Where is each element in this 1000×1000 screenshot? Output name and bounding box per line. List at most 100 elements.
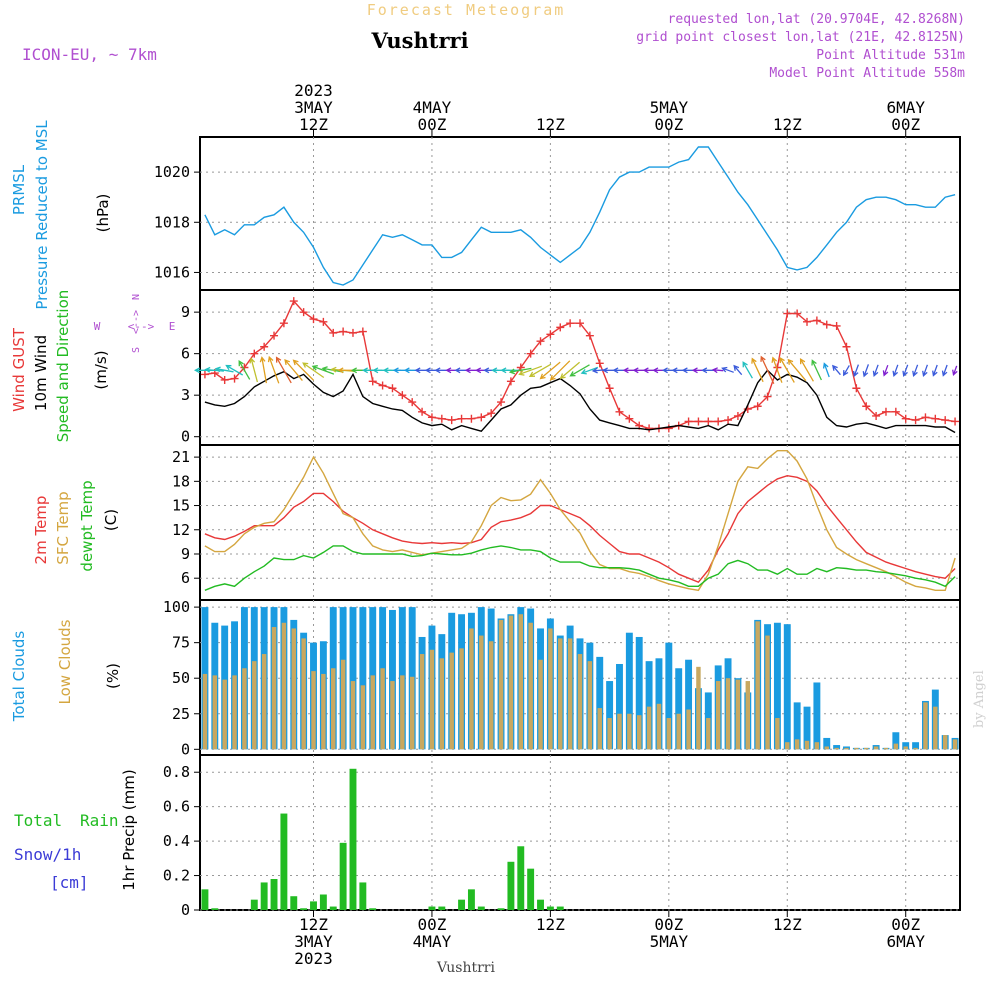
gust-marker [872,411,881,420]
panel-3: 0 25 50 75 100 Total Clouds Low Clouds (%) [10,598,961,758]
total_clouds-bar [793,702,801,750]
panel-1: 0 3 6 9 Wind GUST 10m Wind Speed and Direction… [10,289,961,446]
wind-arrow [267,355,280,384]
y-tick-label: 15 [172,497,190,515]
low_clouds-bar [913,747,918,750]
low_clouds-bar [656,703,662,750]
total_clouds-bar [635,636,643,750]
wind-line [204,369,956,434]
low_clouds-bar [301,638,306,750]
sfc-line [204,450,956,592]
low_clouds-bar [321,673,326,750]
low_clouds-bar [755,621,760,750]
wind-arrow [259,356,268,384]
y-tick-label: 100 [163,598,190,616]
low_clouds-bar [627,713,632,750]
dewpt-line [204,545,956,591]
wind-arrow [922,364,929,377]
total_clouds-bar [645,661,653,750]
rain-bar [497,908,505,910]
total_clouds-bar [625,632,633,750]
low_clouds-bar [903,746,908,750]
gust-marker [299,308,308,317]
y-tick-label: 0.2 [163,867,190,885]
panel-label: Low Clouds [56,619,74,704]
app-title: Forecast Meteogram [367,1,566,19]
bottom-time-label: 12Z [299,915,328,934]
gust-marker [378,381,387,390]
y-tick-label: 0 [181,428,190,446]
gust-marker [724,416,733,425]
panel-label: [cm] [50,873,89,892]
gust-marker [368,377,377,386]
wind-arrow [539,361,561,380]
y-tick-label: 0.8 [163,763,190,781]
low_clouds-bar [449,652,454,750]
gust-marker [260,342,269,351]
total_clouds-bar [803,706,811,750]
panel-frame [199,754,961,911]
gust-marker [664,424,673,433]
low_clouds-bar [331,668,336,750]
low_clouds-bar [696,666,701,750]
panel-label: Speed and Direction [54,290,72,443]
wind-arrow [292,359,315,381]
gust-marker [526,349,535,358]
top-time-label: 12Z [536,115,565,134]
low_clouds-bar [311,671,316,750]
bottom-time-label: 3MAY [294,932,333,951]
gust-marker [704,417,713,426]
gust-marker [803,317,812,326]
gust-marker [408,398,417,407]
y-tick-label: 0.4 [163,832,190,850]
y-tick-label: 9 [181,545,190,563]
panel-label: SFC Temp [54,491,72,564]
gust-marker [279,319,288,328]
rain-bar [537,899,544,910]
gust-marker [536,337,545,346]
gust-marker [822,320,831,329]
wind-arrow [721,366,734,373]
low_clouds-bar [794,739,800,750]
y-tick-label: 0 [181,901,190,919]
total_clouds-bar [833,745,841,750]
top-time-label: 4MAY [413,98,452,117]
gust-marker [270,331,279,340]
low_clouds-bar [834,747,839,750]
panel-label: Rain [80,811,119,830]
gust-marker [625,414,634,423]
wind-arrow [862,364,870,378]
low_clouds-bar [261,654,267,750]
top-time-label: 00Z [417,115,446,134]
low_clouds-bar [933,706,938,750]
top-time-label: 12Z [773,115,802,134]
panel-label: 2m Temp [32,496,50,565]
low_clouds-bar [419,654,425,750]
model-label: ICON-EU, ~ 7km [22,45,157,64]
bottom-time-label: 12Z [773,915,802,934]
gust-marker [398,391,407,400]
bottom-time-label: 00Z [417,915,446,934]
gust-marker [783,309,792,318]
rain-bar [546,906,554,910]
panel-label: dewpt Temp [78,480,96,571]
wind-arrow [249,357,259,383]
panel-4: 0 0.2 0.4 0.6 0.8 Total Rain Snow/1h [cm] 1hr Pre… [14,754,961,919]
bottom-time-label: 4MAY [413,932,452,951]
low_clouds-bar [735,679,741,750]
low_clouds-bar [775,718,780,750]
wind-arrow [701,367,715,374]
low_clouds-bar [498,619,504,750]
y-tick-label: 9 [181,303,190,321]
gust-marker [546,330,555,339]
low_clouds-bar [469,628,474,750]
low_clouds-bar [725,678,731,750]
low_clouds-bar [390,681,395,750]
total_clouds-bar [823,737,831,750]
wind-arrow [872,364,879,377]
y-tick-label: 6 [181,345,190,363]
low_clouds-bar [785,742,790,750]
compass-e: E [169,320,176,333]
low_clouds-bar [508,615,514,750]
low_clouds-bar [281,622,287,750]
